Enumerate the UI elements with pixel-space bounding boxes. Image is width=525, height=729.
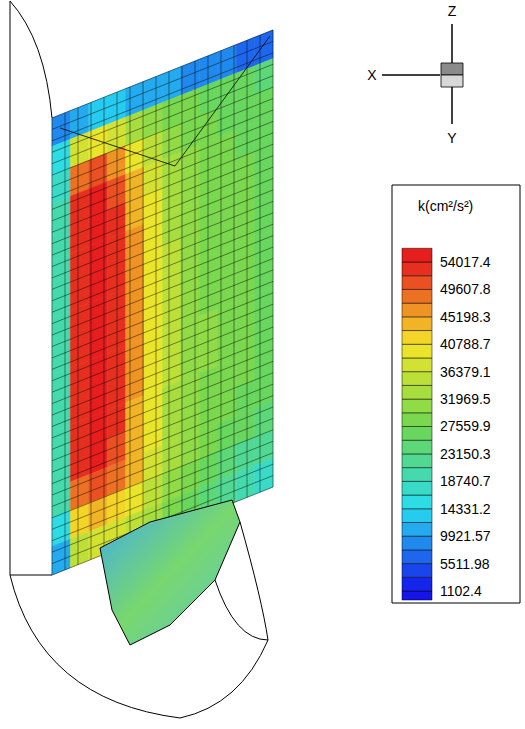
svg-text:31969.5: 31969.5 [440,391,491,407]
svg-text:9921.57: 9921.57 [440,528,491,544]
svg-text:k(cm²/s²): k(cm²/s²) [418,198,473,214]
svg-text:Z: Z [448,3,457,19]
svg-text:14331.2: 14331.2 [440,501,491,517]
svg-text:Y: Y [447,130,457,146]
svg-text:1102.4: 1102.4 [440,583,482,599]
svg-text:49607.8: 49607.8 [440,281,491,297]
svg-text:18740.7: 18740.7 [440,473,491,489]
svg-text:40788.7: 40788.7 [440,336,491,352]
svg-text:36379.1: 36379.1 [440,364,491,380]
svg-text:X: X [367,67,377,83]
svg-text:5511.98: 5511.98 [440,556,490,572]
svg-text:23150.3: 23150.3 [440,446,491,462]
svg-text:45198.3: 45198.3 [440,309,491,325]
svg-text:27559.9: 27559.9 [440,418,491,434]
svg-text:54017.4: 54017.4 [440,254,491,270]
